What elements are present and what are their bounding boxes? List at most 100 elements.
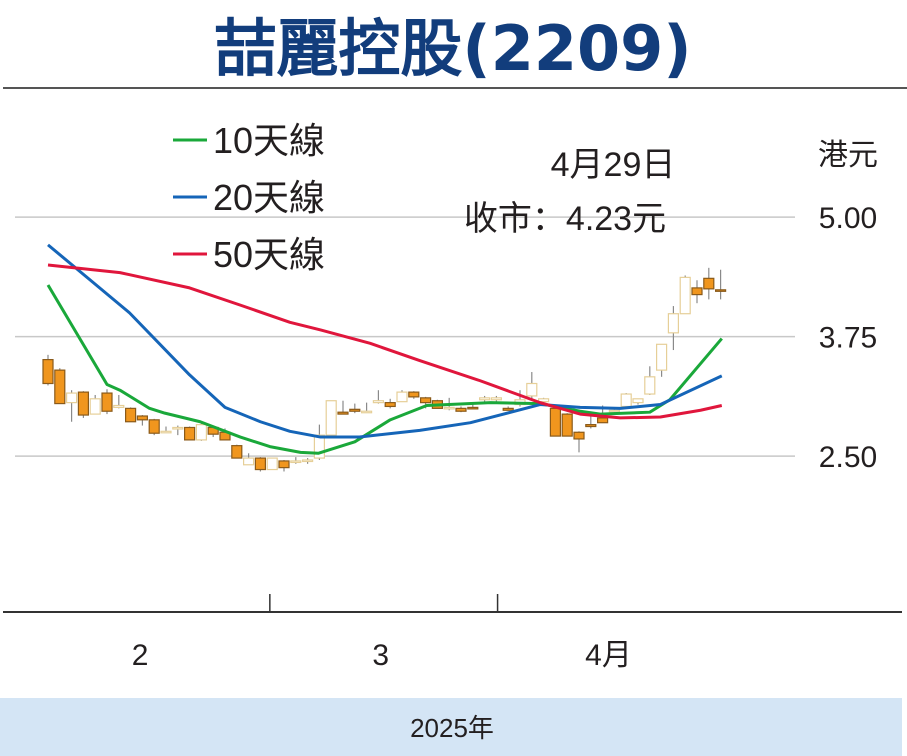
moving-averages bbox=[46, 243, 723, 455]
candle bbox=[254, 457, 266, 472]
candle bbox=[337, 400, 349, 415]
candle bbox=[65, 390, 78, 422]
candle-body-down bbox=[703, 277, 715, 290]
candle-body-down bbox=[77, 391, 90, 416]
candle-body-down bbox=[42, 359, 54, 385]
candle-body-down bbox=[124, 407, 137, 423]
candle bbox=[113, 394, 125, 409]
y-tick-label: 3.75 bbox=[819, 322, 877, 355]
candle bbox=[266, 457, 278, 471]
candle bbox=[290, 457, 302, 464]
candle bbox=[302, 458, 314, 464]
candle bbox=[585, 415, 597, 429]
x-axis-labels: 2 3 4月 bbox=[132, 594, 632, 672]
candle-body-down bbox=[502, 407, 514, 411]
legend-label: 20天線 bbox=[213, 177, 325, 218]
candle bbox=[89, 394, 101, 415]
candle-body-up bbox=[266, 457, 278, 471]
candle-body-down bbox=[184, 426, 196, 441]
candle-body-down bbox=[148, 419, 160, 434]
candle-body-up bbox=[655, 343, 668, 371]
candle-body-down bbox=[278, 460, 290, 469]
candle-body-up bbox=[479, 397, 491, 401]
chart-title: 喆麗控股(2209) bbox=[214, 12, 691, 85]
candle-body-down bbox=[691, 287, 703, 296]
x-tick-label: 2 bbox=[132, 639, 149, 672]
candle-body-down bbox=[136, 415, 148, 421]
candle bbox=[667, 306, 680, 351]
candle-body-down bbox=[231, 445, 243, 459]
candle bbox=[679, 275, 691, 315]
candle bbox=[136, 415, 148, 426]
candle-body-down bbox=[54, 369, 66, 405]
y-tick-label: 2.50 bbox=[819, 441, 877, 474]
candle-body-up bbox=[65, 392, 78, 404]
candle-body-up bbox=[325, 400, 337, 436]
annotation-date: 4月29日 bbox=[551, 146, 676, 184]
ma-line-3 bbox=[47, 263, 723, 420]
candle-body-up bbox=[490, 397, 502, 401]
legend: 10天線 20天線 50天線 bbox=[173, 120, 325, 275]
candle-body-up bbox=[679, 276, 691, 315]
candles bbox=[42, 267, 727, 472]
candle-body-down bbox=[549, 407, 562, 437]
candle bbox=[384, 398, 396, 409]
candle bbox=[172, 425, 184, 436]
candle-body-up bbox=[113, 404, 125, 409]
candle-body-up bbox=[372, 400, 384, 404]
unit-label: 港元 bbox=[818, 139, 878, 172]
x-axis-title: 2025年 bbox=[410, 713, 494, 743]
candle-body-up bbox=[620, 393, 632, 408]
candle-body-up bbox=[644, 376, 656, 395]
candle bbox=[361, 402, 373, 414]
candle bbox=[278, 459, 290, 472]
year-band bbox=[0, 698, 902, 756]
candle bbox=[124, 407, 137, 423]
candle-body-down bbox=[573, 431, 585, 440]
candle bbox=[313, 424, 325, 460]
candle bbox=[54, 368, 66, 405]
candle bbox=[455, 406, 467, 413]
candle-body-up bbox=[313, 434, 325, 459]
candle bbox=[655, 343, 668, 377]
candle bbox=[714, 269, 727, 300]
candle bbox=[184, 426, 196, 441]
candle bbox=[632, 398, 644, 405]
candle bbox=[195, 421, 207, 441]
legend-label: 10天線 bbox=[213, 120, 325, 161]
candle bbox=[526, 372, 538, 399]
candle-body-down bbox=[455, 407, 467, 412]
candle-body-up bbox=[89, 398, 101, 415]
candle bbox=[573, 431, 585, 453]
candle-body-down bbox=[254, 457, 266, 471]
annotation-close: 收市：4.23元 bbox=[464, 200, 666, 238]
candle bbox=[349, 403, 361, 414]
candle bbox=[502, 406, 514, 411]
candle bbox=[101, 389, 113, 415]
candle-body-up bbox=[172, 426, 184, 430]
candle bbox=[549, 407, 562, 437]
y-axis-labels: 5.00 3.75 2.50 bbox=[819, 202, 877, 474]
candle bbox=[372, 390, 384, 404]
candle bbox=[691, 280, 703, 304]
candle-body-down bbox=[585, 424, 597, 428]
candle bbox=[644, 366, 656, 395]
candle-body-up bbox=[302, 459, 314, 463]
candle bbox=[231, 444, 243, 459]
candle-body-up bbox=[667, 313, 680, 334]
x-tick-label: 3 bbox=[372, 639, 389, 672]
candle-body-up bbox=[608, 409, 621, 413]
gridlines bbox=[15, 216, 795, 457]
candle bbox=[703, 267, 715, 300]
candle-body-down bbox=[420, 397, 432, 404]
candle bbox=[148, 418, 160, 436]
candle-body-down bbox=[337, 411, 349, 415]
candle-body-up bbox=[537, 398, 550, 403]
candle-body-up bbox=[632, 398, 644, 404]
x-tick-label: 4月 bbox=[585, 639, 632, 672]
legend-label: 50天線 bbox=[213, 234, 325, 275]
ma-line-1 bbox=[46, 284, 723, 455]
candle-body-up bbox=[195, 424, 207, 441]
candle-body-down bbox=[714, 289, 727, 292]
y-tick-label: 5.00 bbox=[819, 202, 877, 235]
